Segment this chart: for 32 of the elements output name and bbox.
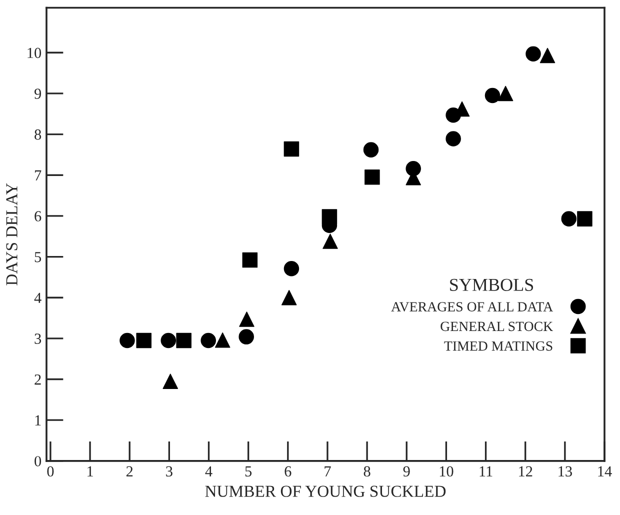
x-tick-label: 5 — [245, 466, 252, 477]
x-tick-label: 14 — [598, 466, 612, 476]
legend-title: SYMBOLS — [450, 278, 534, 291]
y-tick-label: 3 — [34, 334, 42, 344]
x-tick-label: 3 — [166, 466, 172, 477]
x-tick-label: 13 — [558, 466, 572, 477]
x-tick-label: 11 — [480, 466, 492, 476]
x-tick-label: 8 — [364, 466, 370, 477]
x-tick-label: 7 — [324, 466, 331, 476]
legend-label: AVERAGES OF ALL DATA — [391, 302, 554, 312]
y-tick-label: 10 — [28, 48, 42, 58]
x-tick-label: 4 — [205, 466, 212, 476]
y-tick-label: 7 — [35, 170, 42, 180]
y-tick-label: 1 — [35, 415, 41, 426]
y-tick-label: 8 — [34, 129, 42, 140]
x-tick-label: 0 — [47, 466, 54, 477]
y-tick-label: 0 — [34, 456, 42, 466]
y-axis-title: DAYS DELAY — [6, 183, 18, 286]
legend-label: TIMED MATINGS — [444, 341, 552, 351]
x-tick-label: 2 — [126, 466, 133, 476]
x-tick-label: 12 — [519, 466, 532, 476]
x-tick-label: 1 — [88, 466, 93, 476]
x-tick-label: 10 — [440, 466, 454, 477]
x-tick-label: 6 — [284, 466, 292, 477]
y-tick-label: 4 — [34, 292, 42, 303]
y-tick-label: 2 — [34, 374, 41, 385]
x-axis-title: NUMBER OF YOUNG SUCKLED — [205, 486, 446, 497]
legend-label: GENERAL STOCK — [440, 322, 553, 332]
y-tick-label: 6 — [34, 211, 42, 222]
y-tick-label: 5 — [34, 252, 42, 262]
x-tick-label: 9 — [403, 466, 410, 477]
y-tick-label: 9 — [34, 88, 42, 99]
